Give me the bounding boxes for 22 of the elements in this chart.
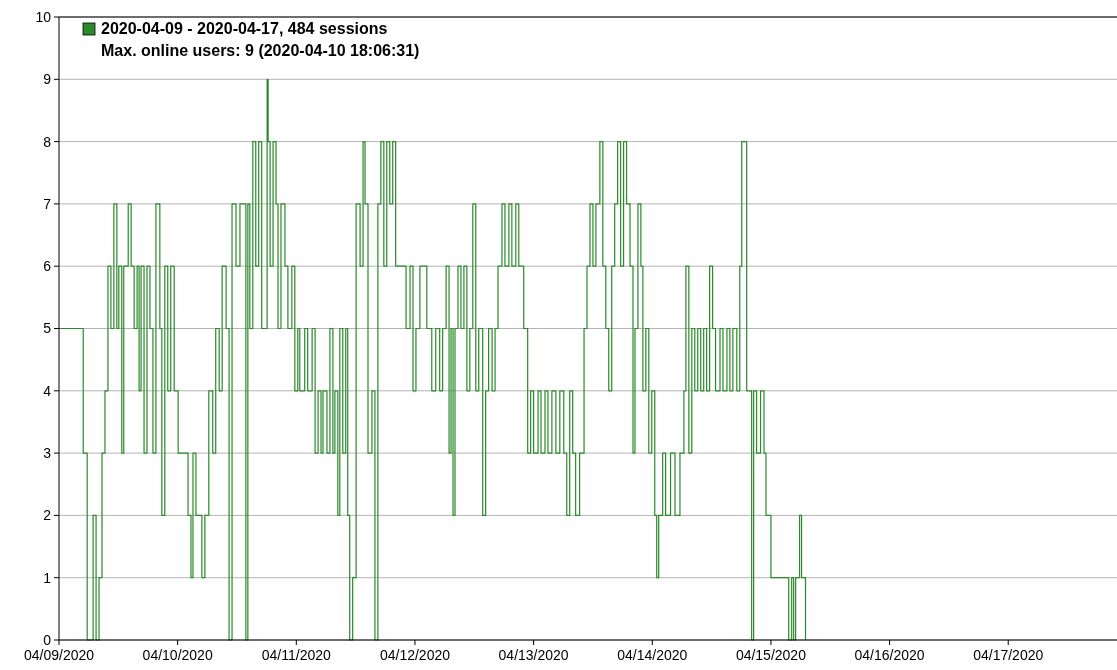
x-tick-label: 04/17/2020 (973, 647, 1044, 663)
y-tick-label: 9 (43, 71, 52, 88)
y-tick-label: 3 (43, 445, 52, 461)
x-tick-label: 04/11/2020 (261, 647, 332, 663)
y-tick-label: 7 (43, 195, 52, 212)
legend-label: 2020-04-09 - 2020-04-17, 484 sessions (101, 20, 388, 37)
annotation: Max. online users: 9 (2020-04-10 18:06:31) (101, 42, 420, 59)
x-tick-label: 04/09/2020 (23, 647, 95, 663)
y-tick-label: 8 (43, 133, 52, 150)
y-tick-label: 5 (43, 320, 52, 337)
y-tick-label: 2 (43, 507, 52, 524)
y-tick-label: 10 (35, 8, 52, 25)
x-tick-label: 04/12/2020 (379, 647, 451, 663)
y-tick-label: 0 (43, 631, 52, 648)
x-tick-label: 04/13/2020 (498, 647, 569, 663)
x-tick-label: 04/14/2020 (617, 647, 688, 663)
y-tick-label: 4 (43, 382, 52, 399)
x-tick-label: 04/16/2020 (854, 647, 925, 663)
x-tick-label: 04/10/2020 (142, 647, 213, 663)
y-tick-label: 1 (43, 569, 52, 586)
x-tick-label: 04/15/2020 (735, 647, 807, 663)
y-tick-label: 6 (43, 258, 52, 275)
